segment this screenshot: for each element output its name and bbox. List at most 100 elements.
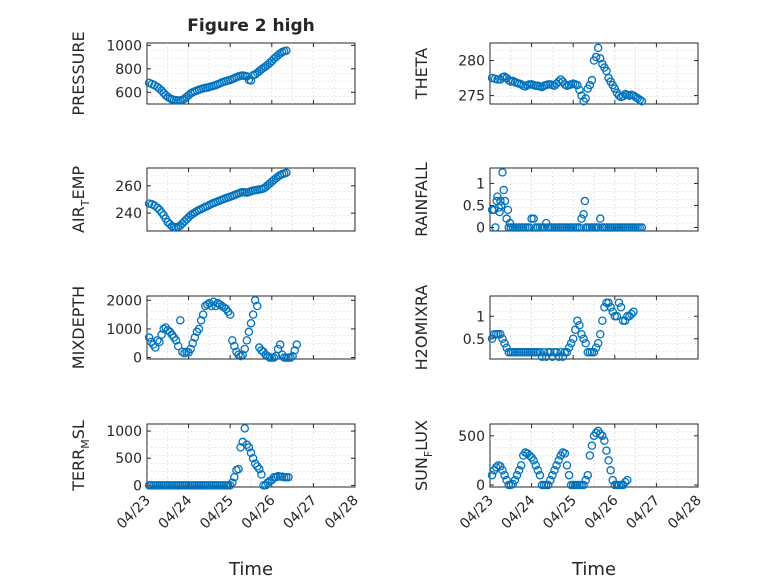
- data-point: [587, 441, 597, 450]
- y-tick-label: 0: [133, 351, 142, 367]
- data-point: [604, 456, 613, 465]
- y-axis-label: TERRMSL: [69, 420, 92, 492]
- data-point: [186, 344, 195, 354]
- subplot-6: 0.5 1 H2OMIXRA: [412, 285, 699, 371]
- data-point: [153, 336, 162, 345]
- data-point: [610, 84, 620, 93]
- data-point: [577, 214, 586, 223]
- data-point: [496, 329, 505, 339]
- data-point: [487, 470, 497, 480]
- data-point: [585, 80, 595, 90]
- data-point: [157, 330, 166, 339]
- data-point: [606, 302, 615, 312]
- data-point: [225, 310, 235, 319]
- y-axis-label: H2OMIXRA: [412, 285, 431, 371]
- data-point: [580, 196, 590, 206]
- y-tick-label: 0: [133, 478, 142, 494]
- data-point: [593, 223, 603, 232]
- subplot-1: 600 800 1000 PRESSURE: [69, 31, 356, 116]
- data-point: [292, 340, 302, 349]
- y-tick-label: 800: [115, 62, 142, 78]
- data-point: [493, 75, 502, 84]
- data-point: [554, 456, 563, 465]
- data-point: [581, 338, 590, 348]
- data-point: [579, 334, 588, 343]
- data-point: [234, 464, 243, 474]
- data-point: [575, 85, 584, 95]
- data-point: [238, 350, 247, 359]
- data-point: [273, 344, 283, 354]
- y-tick-label: 1000: [106, 424, 142, 440]
- data-point: [548, 470, 557, 480]
- data-point: [269, 353, 279, 362]
- data-point: [543, 480, 553, 490]
- data-point: [489, 205, 499, 215]
- data-point: [512, 470, 522, 480]
- data-point: [560, 80, 570, 89]
- data-point: [562, 347, 572, 357]
- data-point: [282, 46, 291, 55]
- data-point: [600, 436, 609, 445]
- data-point: [598, 431, 607, 441]
- y-tick-label: 240: [115, 206, 142, 222]
- data-point: [562, 461, 572, 470]
- data-point: [583, 470, 593, 480]
- data-point: [575, 320, 584, 330]
- data-point: [637, 223, 647, 232]
- data-point: [589, 347, 599, 357]
- data-point: [593, 338, 603, 348]
- data-point: [612, 311, 622, 321]
- data-point: [246, 318, 256, 328]
- y-tick-label: 260: [115, 179, 142, 195]
- y-tick-label: 2000: [106, 293, 142, 309]
- data-point: [595, 429, 605, 439]
- data-point: [637, 96, 647, 106]
- data-point: [535, 470, 545, 480]
- data-point: [500, 470, 509, 480]
- data-point: [529, 456, 538, 465]
- data-point: [263, 478, 272, 487]
- y-tick-label: 0.5: [463, 332, 485, 348]
- subplot-3: 240 260 AIRTEMP: [69, 166, 356, 233]
- data-point: [620, 477, 630, 487]
- data-point: [180, 349, 189, 358]
- data-point: [627, 309, 636, 319]
- subplot-4: 0 0.5 1 RAINFALL: [412, 162, 699, 237]
- data-point: [255, 464, 264, 474]
- data-point: [500, 196, 510, 206]
- data-point: [550, 466, 559, 475]
- data-point: [234, 350, 243, 359]
- data-point: [556, 347, 565, 357]
- data-point: [595, 329, 605, 339]
- data-point: [618, 92, 628, 101]
- data-point: [598, 316, 607, 325]
- y-tick-label: 1000: [106, 38, 142, 54]
- y-tick-label: 0: [476, 220, 485, 236]
- y-tick-label: 1000: [106, 322, 142, 338]
- y-axis-label: PRESSURE: [69, 31, 88, 115]
- data-point: [552, 347, 561, 357]
- y-tick-label: 1: [476, 176, 485, 192]
- data-point: [546, 347, 555, 357]
- data-point: [533, 466, 543, 475]
- y-tick-label: 280: [458, 54, 485, 70]
- data-point: [579, 210, 588, 219]
- data-point: [171, 336, 181, 345]
- y-axis-label: AIRTEMP: [69, 166, 92, 233]
- data-point: [263, 351, 272, 361]
- x-axis-label: Time: [228, 559, 273, 580]
- data-point: [244, 327, 254, 337]
- data-point: [581, 94, 590, 103]
- data-point: [616, 302, 626, 312]
- y-tick-label: 275: [458, 89, 485, 105]
- data-point: [503, 205, 513, 215]
- data-point: [608, 307, 617, 316]
- data-point: [240, 424, 250, 433]
- data-point: [539, 347, 549, 357]
- data-point: [606, 466, 615, 475]
- data-point: [635, 95, 645, 105]
- data-point: [602, 446, 611, 455]
- data-point: [248, 310, 258, 319]
- data-point: [595, 214, 605, 223]
